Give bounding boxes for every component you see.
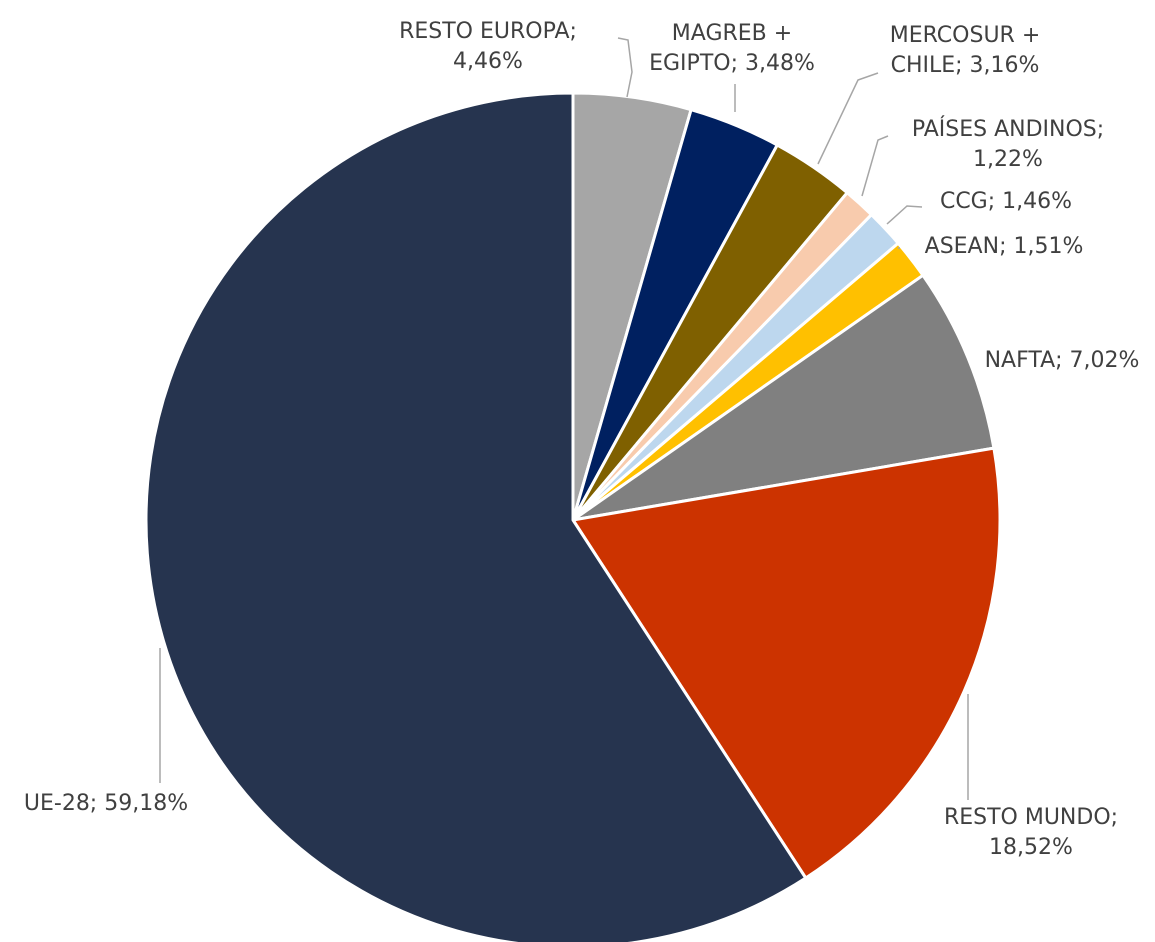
pie-slices <box>144 91 1002 942</box>
data-label-line: 4,46% <box>453 49 523 74</box>
data-label-line: CHILE; 3,16% <box>891 53 1040 78</box>
leader-line-ccg <box>886 205 923 225</box>
pie-slice-nafta <box>571 273 996 522</box>
data-label-line: EGIPTO; 3,48% <box>649 51 815 76</box>
data-label-magreb-egipto: MAGREB + EGIPTO; 3,48% <box>649 21 815 76</box>
data-label-line: RESTO MUNDO; <box>944 805 1118 830</box>
leader-line-paises-andinos <box>861 135 889 197</box>
data-label-line: CCG; 1,46% <box>940 189 1072 214</box>
data-label-line: MERCOSUR + <box>890 23 1041 48</box>
data-labels: RESTO EUROPA; 4,46%MAGREB + EGIPTO; 3,48%M… <box>24 19 1140 860</box>
leader-lines <box>159 37 969 800</box>
data-label-line: PAÍSES ANDINOS; <box>912 116 1104 142</box>
pie-slice-resto-mundo <box>571 446 1002 880</box>
data-label-resto-mundo: RESTO MUNDO; 18,52% <box>944 805 1118 860</box>
pie-slice-ue-28 <box>144 91 808 942</box>
data-label-paises-andinos: PAÍSES ANDINOS; 1,22% <box>912 116 1104 172</box>
data-label-mercosur-chile: MERCOSUR + CHILE; 3,16% <box>890 23 1041 78</box>
leader-line-mercosur-chile <box>817 72 879 165</box>
data-label-nafta: NAFTA; 7,02% <box>985 348 1140 373</box>
data-label-line: 18,52% <box>989 835 1073 860</box>
data-label-asean: ASEAN; 1,51% <box>925 234 1084 259</box>
data-label-ccg: CCG; 1,46% <box>940 189 1072 214</box>
data-label-line: MAGREB + <box>672 21 792 46</box>
leader-line-resto-europa <box>617 37 633 98</box>
data-label-line: ASEAN; 1,51% <box>925 234 1084 259</box>
data-label-line: NAFTA; 7,02% <box>985 348 1140 373</box>
data-label-line: UE-28; 59,18% <box>24 791 188 816</box>
data-label-resto-europa: RESTO EUROPA; 4,46% <box>399 19 577 74</box>
data-label-line: 1,22% <box>973 147 1043 172</box>
data-label-line: RESTO EUROPA; <box>399 19 577 44</box>
data-label-ue-28: UE-28; 59,18% <box>24 791 188 816</box>
